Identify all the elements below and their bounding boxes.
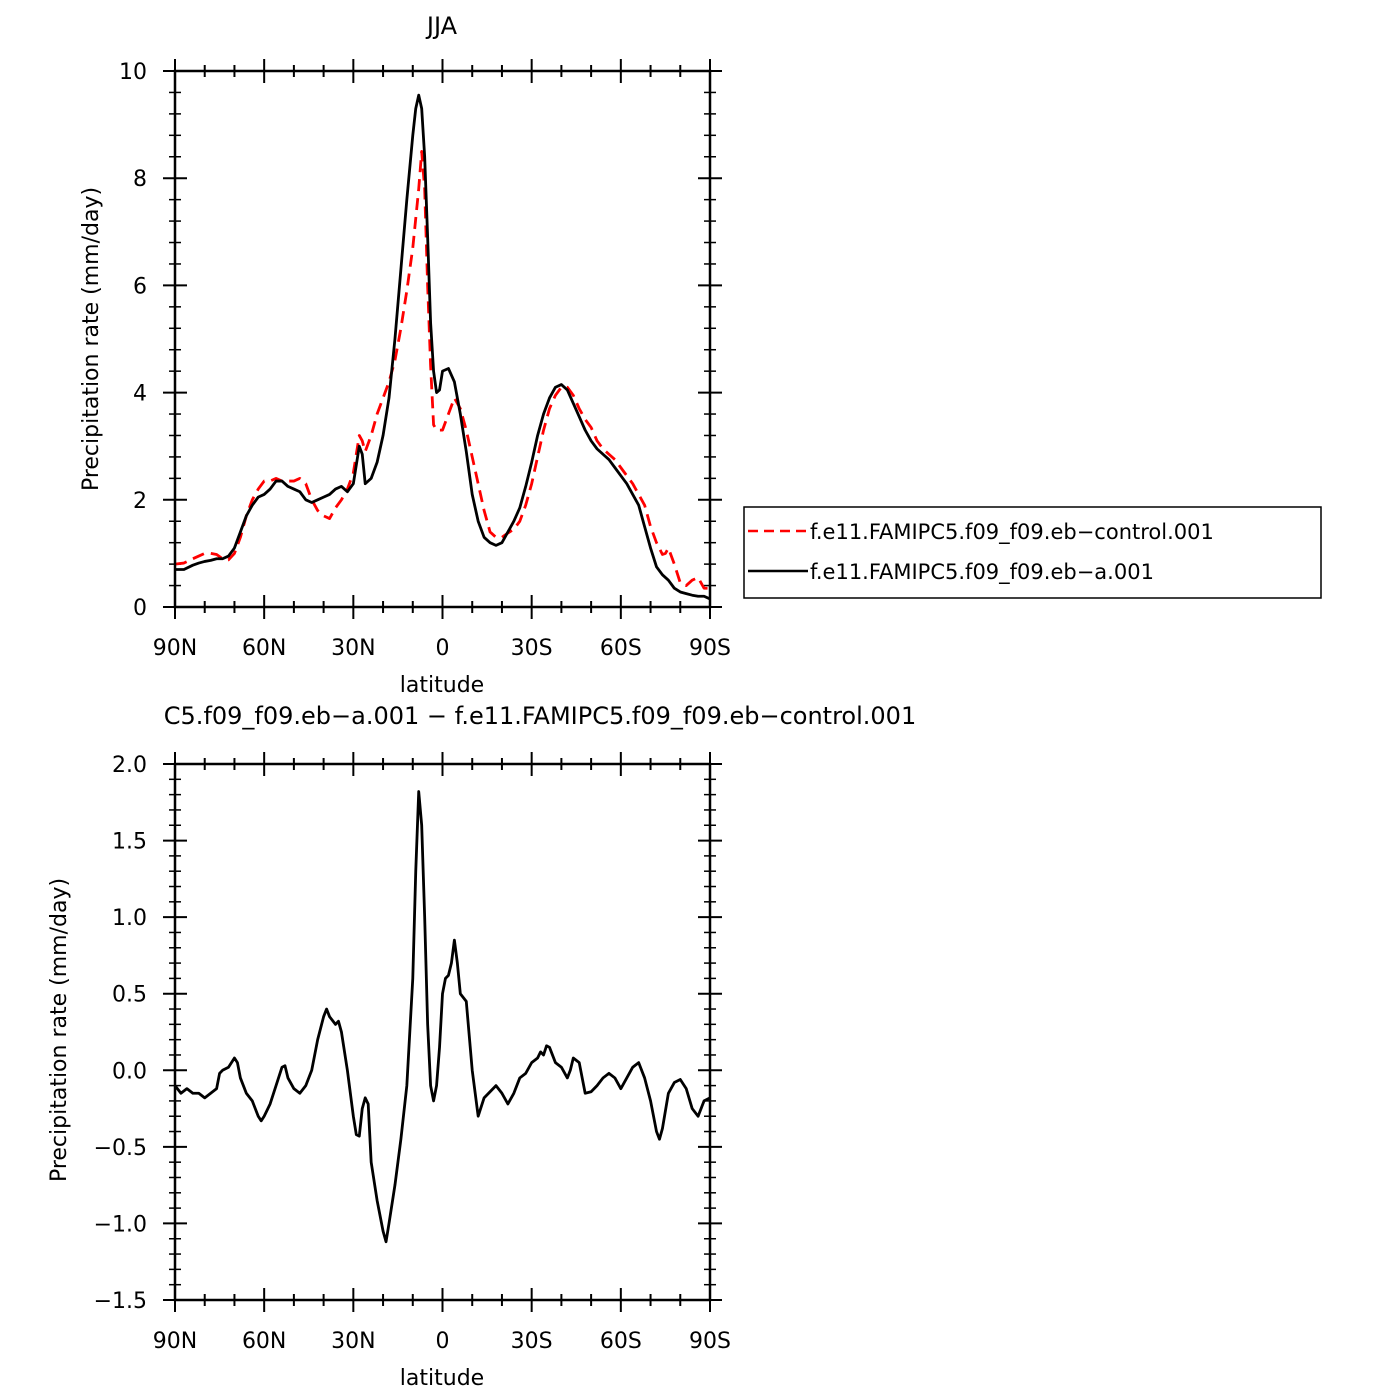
y-tick-label: −0.5 bbox=[94, 1136, 147, 1161]
bottom-chart: C5.f09_f09.eb−a.001 − f.e11.FAMIPC5.f09_… bbox=[47, 702, 916, 1391]
y-tick-label: 2 bbox=[133, 489, 147, 514]
x-tick-label: 60N bbox=[242, 636, 286, 661]
plot-frame bbox=[173, 69, 712, 609]
series-line-1 bbox=[175, 93, 711, 601]
x-tick-label: 90S bbox=[689, 636, 731, 661]
x-axis-label: latitude bbox=[400, 1366, 484, 1391]
y-tick-label: 10 bbox=[119, 60, 147, 85]
y-tick-label: −1.0 bbox=[94, 1212, 147, 1237]
x-tick-label: 90N bbox=[153, 1329, 197, 1354]
x-tick-label: 30S bbox=[511, 1329, 553, 1354]
x-axis-label: latitude bbox=[400, 673, 484, 698]
tick-marks bbox=[163, 752, 722, 1312]
y-tick-label: 4 bbox=[133, 382, 147, 407]
legend: f.e11.FAMIPC5.f09_f09.eb−control.001 f.e… bbox=[743, 506, 1322, 599]
tick-labels: 90N 60N 30N 0 30S 60S 90S 0 2 4 6 8 10 bbox=[119, 60, 731, 661]
y-tick-label: 8 bbox=[133, 167, 147, 192]
x-tick-label: 30S bbox=[511, 636, 553, 661]
legend-box bbox=[743, 506, 1322, 599]
y-axis-label: Precipitation rate (mm/day) bbox=[47, 878, 72, 1182]
plot-frame bbox=[173, 762, 712, 1302]
tick-labels: 90N 60N 30N 0 30S 60S 90S −1.5 −1.0 −0.5 0.0 0.5 1.0… bbox=[94, 753, 731, 1354]
x-tick-label: 90S bbox=[689, 1329, 731, 1354]
y-tick-label: 0.5 bbox=[112, 983, 147, 1008]
top-chart: JJA Precipitation rate (mm/day) latitude… bbox=[79, 12, 1322, 698]
x-tick-label: 60N bbox=[242, 1329, 286, 1354]
x-tick-label: 60S bbox=[600, 1329, 642, 1354]
y-tick-label: 0.0 bbox=[112, 1059, 147, 1084]
x-tick-label: 90N bbox=[153, 636, 197, 661]
chart-title: C5.f09_f09.eb−a.001 − f.e11.FAMIPC5.f09_… bbox=[164, 702, 916, 730]
y-axis-label: Precipitation rate (mm/day) bbox=[79, 187, 104, 491]
chart-title: JJA bbox=[425, 12, 458, 40]
series-line-0 bbox=[173, 790, 711, 1244]
y-tick-label: 1.5 bbox=[112, 830, 147, 855]
series-layer bbox=[173, 790, 711, 1244]
y-tick-label: 2.0 bbox=[112, 753, 147, 778]
x-tick-label: 30N bbox=[331, 1329, 375, 1354]
tick-marks bbox=[163, 59, 722, 619]
y-tick-label: 6 bbox=[133, 274, 147, 299]
series-line-0 bbox=[174, 149, 710, 590]
x-tick-label: 60S bbox=[600, 636, 642, 661]
x-tick-label: 0 bbox=[436, 1329, 450, 1354]
legend-label-control: f.e11.FAMIPC5.f09_f09.eb−control.001 bbox=[810, 520, 1214, 545]
legend-label-experiment: f.e11.FAMIPC5.f09_f09.eb−a.001 bbox=[810, 560, 1154, 585]
y-tick-label: −1.5 bbox=[94, 1289, 147, 1314]
y-tick-label: 1.0 bbox=[112, 906, 147, 931]
x-tick-label: 30N bbox=[331, 636, 375, 661]
y-tick-label: 0 bbox=[133, 596, 147, 621]
series-layer bbox=[174, 93, 711, 601]
x-tick-label: 0 bbox=[436, 636, 450, 661]
